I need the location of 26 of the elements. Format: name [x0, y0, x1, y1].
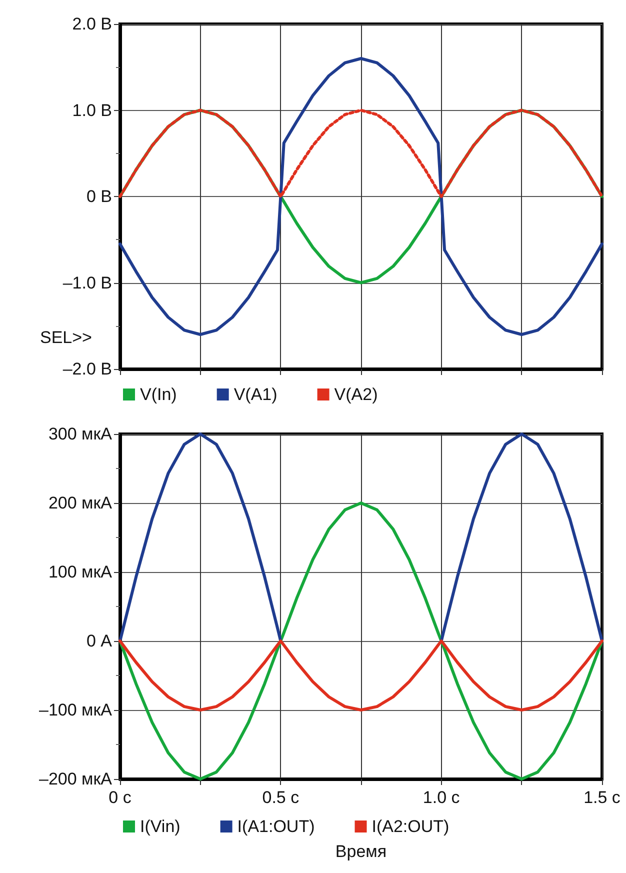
x-axis-title: Время: [335, 842, 387, 861]
y-tick-label: –200 мкА: [38, 770, 113, 788]
line-series: [118, 640, 604, 712]
y-tick-label: 0 А: [86, 632, 113, 650]
legend-label: V(In): [140, 385, 177, 404]
y-tick-label: 2.0 В: [72, 14, 112, 34]
x-tick-label: 1.5 c: [584, 788, 621, 807]
legend-label: V(A1): [234, 385, 278, 404]
line-series: [118, 108, 604, 198]
y-tick-label: –1.0 В: [62, 273, 112, 292]
y-tick-label: 0 В: [86, 187, 112, 206]
y-tick-label: 200 мкА: [48, 494, 113, 512]
x-tick-label: 1.0 c: [422, 788, 460, 807]
legend-label: I(A1:OUT): [237, 817, 315, 836]
legend-label: I(A2:OUT): [372, 817, 450, 836]
x-tick-label: 0 c: [108, 788, 132, 807]
y-tick-label: 1.0 В: [72, 100, 112, 120]
y-tick-label: –100 мкА: [38, 700, 113, 720]
legend-label: V(A2): [334, 385, 378, 404]
y-tick-label: 100 мкА: [48, 562, 113, 582]
x-tick-label: 0.5 c: [262, 788, 300, 807]
line-series: [118, 57, 604, 336]
y-tick-label: –2.0 В: [62, 360, 112, 378]
text: SEL>>: [40, 328, 92, 347]
legend-label: I(Vin): [140, 817, 180, 836]
y-tick-label: 300 мкА: [48, 424, 113, 444]
